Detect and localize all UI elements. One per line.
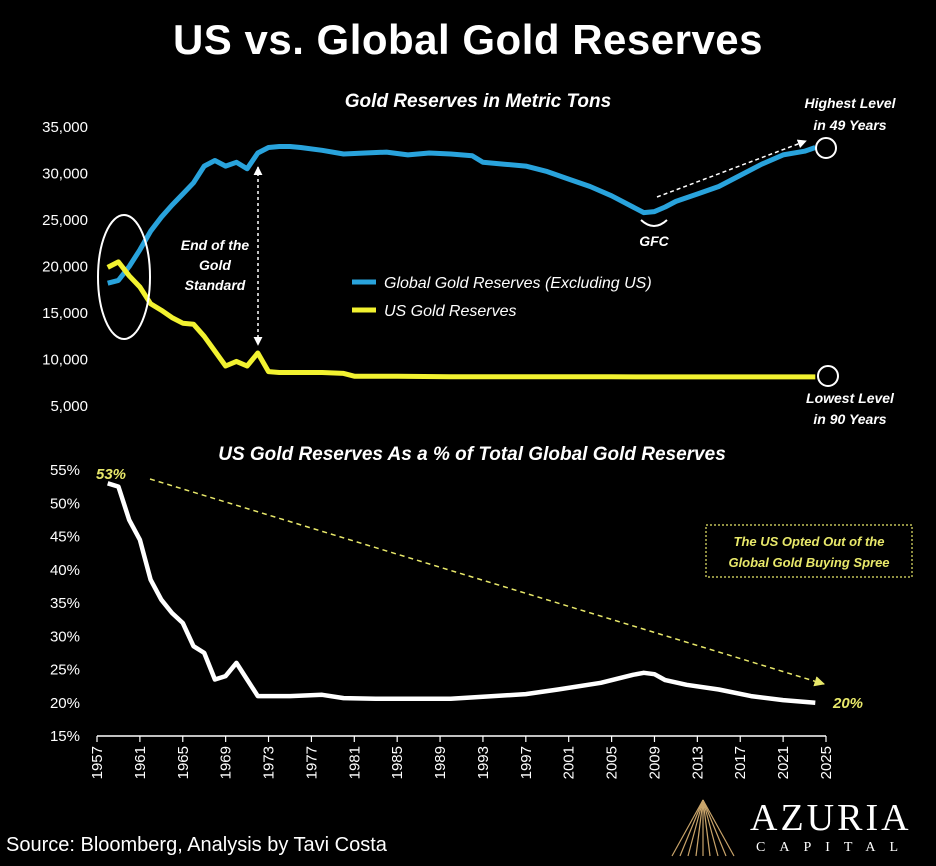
us-reserves-line <box>106 259 816 380</box>
x-tick-label: 1973 <box>261 746 278 779</box>
x-tick-label: 2009 <box>646 746 663 779</box>
top-y-tick-label: 5,000 <box>50 398 88 415</box>
lowest-level-line2: in 90 Years <box>813 411 886 427</box>
bottom-y-tick-label: 40% <box>50 562 80 579</box>
x-tick-label: 2013 <box>689 746 706 779</box>
bottom-y-tick-label: 35% <box>50 595 80 612</box>
recovery-trend-arrow <box>656 139 807 198</box>
opted-out-line2: Global Gold Buying Spree <box>728 555 889 570</box>
x-tick-label: 1969 <box>218 746 235 779</box>
highest-level-marker <box>815 137 837 159</box>
highest-level-line1: Highest Level <box>804 95 896 111</box>
top-y-tick-label: 35,000 <box>42 119 88 136</box>
end-gold-standard-line3: Standard <box>185 277 246 293</box>
x-tick-label: 1961 <box>132 746 149 779</box>
top-y-tick-label: 10,000 <box>42 352 88 369</box>
x-tick-label: 1981 <box>346 746 363 779</box>
x-tick-label: 1957 <box>89 746 106 779</box>
top-y-tick-label: 30,000 <box>42 166 88 183</box>
bottom-y-tick-label: 50% <box>50 495 80 512</box>
x-tick-label: 2001 <box>561 746 578 779</box>
x-tick-label: 1993 <box>475 746 492 779</box>
x-tick-label: 1965 <box>175 746 192 779</box>
opted-out-box <box>705 524 913 578</box>
x-tick-label: 1989 <box>432 746 449 779</box>
bottom-x-axis: 1957 1961 1965 1969 1973 1977 1981 1985 1989 1993… <box>89 735 835 779</box>
brand-logo: AZURIA CAPITAL <box>668 796 928 860</box>
x-tick-label: 2021 <box>775 746 792 779</box>
x-tick-label: 2005 <box>604 746 621 779</box>
bottom-y-axis: 15% 20% 25% 30% 35% 40% 45% 50% 55% <box>50 462 80 745</box>
lowest-level-marker <box>817 365 839 387</box>
bottom-chart-title: US Gold Reserves As a % of Total Global … <box>218 444 726 465</box>
x-tick-label: 1985 <box>389 746 406 779</box>
pyramid-logo-icon <box>671 799 735 857</box>
global-reserves-line <box>107 144 817 286</box>
top-y-tick-label: 15,000 <box>42 305 88 322</box>
brand-name: AZURIA <box>750 797 912 839</box>
legend-label-us: US Gold Reserves <box>384 303 517 320</box>
top-y-tick-label: 25,000 <box>42 212 88 229</box>
gfc-bracket <box>640 219 668 227</box>
bottom-y-tick-label: 30% <box>50 628 80 645</box>
x-tick-label: 2025 <box>818 746 835 779</box>
end-share-label: 20% <box>832 695 863 712</box>
start-highlight-ellipse <box>97 214 151 340</box>
legend-label-global: Global Gold Reserves (Excluding US) <box>384 275 652 292</box>
end-gold-standard-line2: Gold <box>199 257 231 273</box>
us-share-line <box>107 481 816 706</box>
x-tick-label: 1977 <box>303 746 320 779</box>
top-chart-title: Gold Reserves in Metric Tons <box>345 91 611 112</box>
bottom-y-tick-label: 25% <box>50 662 80 679</box>
x-tick-label: 1997 <box>518 746 535 779</box>
bottom-y-tick-label: 20% <box>50 695 80 712</box>
opted-out-line1: The US Opted Out of the <box>734 534 885 549</box>
gfc-label: GFC <box>639 233 669 249</box>
lowest-level-line1: Lowest Level <box>806 390 895 406</box>
top-y-tick-label: 20,000 <box>42 259 88 276</box>
x-tick-label: 2017 <box>732 746 749 779</box>
bottom-y-tick-label: 15% <box>50 728 80 745</box>
highest-level-line2: in 49 Years <box>813 117 886 133</box>
brand-subtitle: CAPITAL <box>756 840 912 855</box>
share-decline-arrow <box>149 478 826 687</box>
start-share-label: 53% <box>96 466 126 483</box>
bottom-y-tick-label: 55% <box>50 462 80 479</box>
bottom-y-tick-label: 45% <box>50 529 80 546</box>
source-note: Source: Bloomberg, Analysis by Tavi Cost… <box>6 834 387 856</box>
end-gold-standard-line1: End of the <box>181 237 250 253</box>
top-y-axis: 5,000 10,000 15,000 20,000 25,000 30,000 35,00… <box>42 119 88 415</box>
page-title: US vs. Global Gold Reserves <box>172 16 764 63</box>
